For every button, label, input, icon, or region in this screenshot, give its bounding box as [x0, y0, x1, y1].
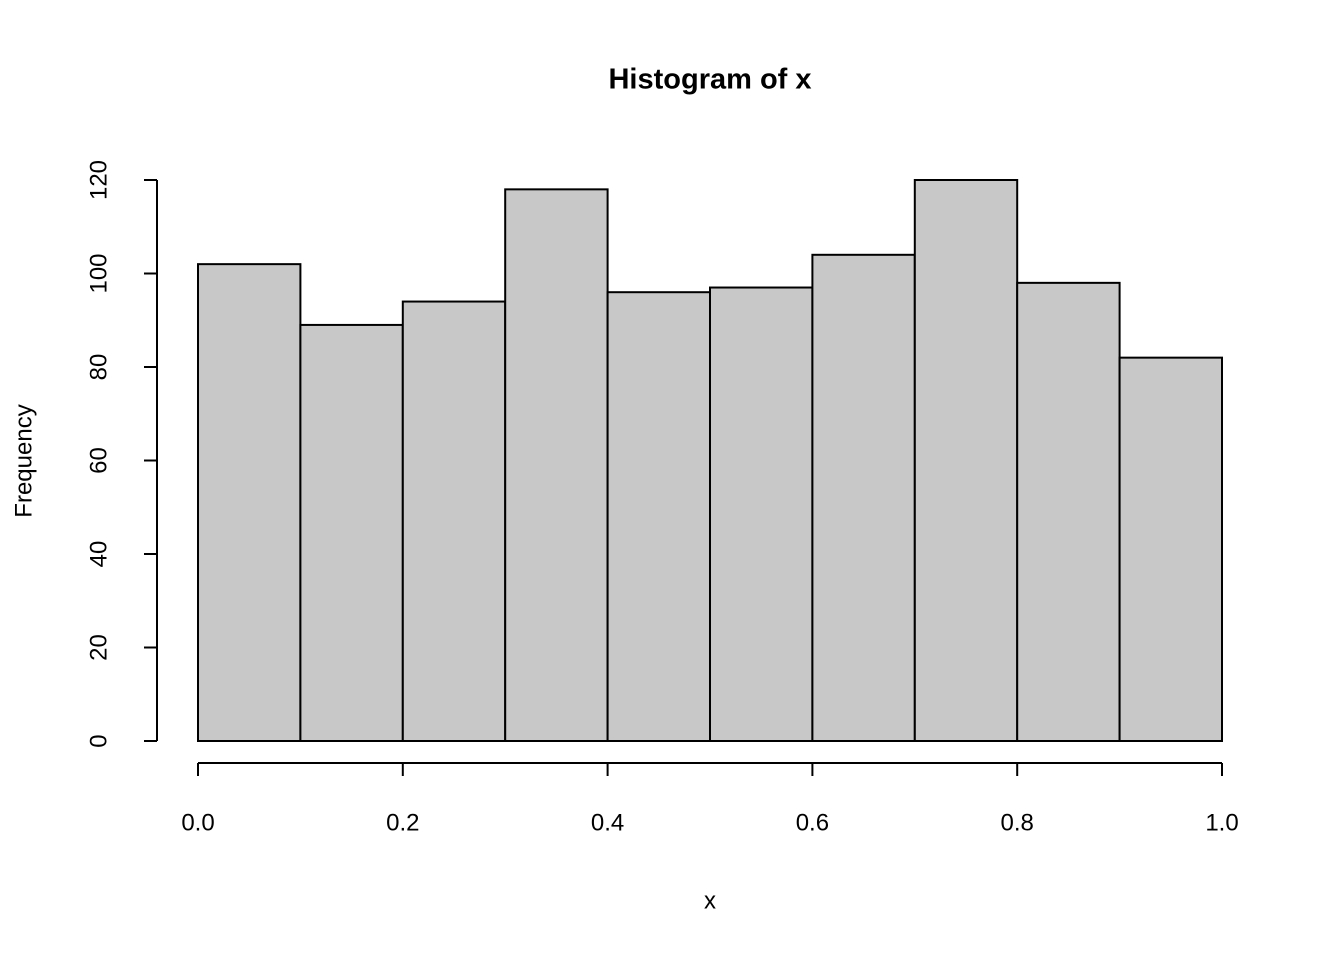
bar: [1016, 281, 1121, 742]
bar: [401, 300, 507, 742]
y-tick-label: 60: [85, 447, 112, 474]
y-tick-label: 0: [85, 734, 112, 747]
x-tick-label: 0.2: [386, 809, 419, 836]
y-tick-label: 40: [85, 541, 112, 568]
y-axis-label: Frequency: [10, 404, 37, 517]
bar: [811, 253, 916, 743]
chart-title: Histogram of x: [608, 64, 811, 96]
bar: [504, 188, 609, 743]
x-tick-label: 0.6: [796, 809, 829, 836]
y-tick-label: 20: [85, 634, 112, 661]
y-tick-label: 80: [85, 354, 112, 381]
y-tick-label: 100: [85, 253, 112, 293]
x-tick-label: 0.0: [181, 809, 214, 836]
x-axis-label: x: [704, 887, 716, 914]
x-tick-label: 0.4: [591, 809, 624, 836]
x-tick-label: 1.0: [1205, 809, 1238, 836]
bar: [709, 286, 814, 742]
y-tick-label: 120: [85, 160, 112, 200]
bar: [299, 323, 404, 742]
bar: [1118, 356, 1223, 742]
bar: [197, 263, 302, 742]
bar: [606, 291, 711, 742]
x-tick-label: 0.8: [1001, 809, 1034, 836]
bar: [913, 179, 1019, 742]
